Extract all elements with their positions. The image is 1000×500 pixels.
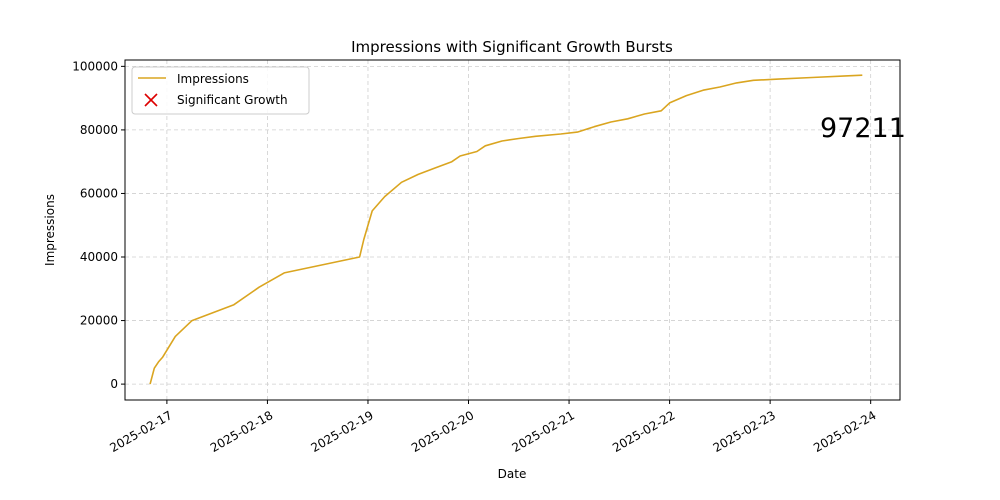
y-tick-label: 60000 xyxy=(80,186,118,200)
axes-frame xyxy=(124,59,901,401)
x-axis-label: Date xyxy=(498,467,527,481)
plot-area xyxy=(149,74,863,385)
y-tick-label: 80000 xyxy=(80,123,118,137)
chart-title: Impressions with Significant Growth Burs… xyxy=(351,38,673,56)
legend-box xyxy=(131,66,310,115)
y-tick-label: 100000 xyxy=(72,59,118,73)
y-tick-label: 0 xyxy=(110,377,118,391)
final-value-annotation: 97211 xyxy=(820,113,906,144)
y-axis: 0 20000 40000 60000 80000 100000 xyxy=(72,59,125,391)
y-tick-label: 20000 xyxy=(80,314,118,328)
legend: Impressions Significant Growth xyxy=(131,66,310,115)
y-tick-label: 40000 xyxy=(80,250,118,264)
legend-label-impressions: Impressions xyxy=(177,72,249,86)
series-line-impressions xyxy=(149,74,863,385)
grid xyxy=(125,60,900,400)
legend-label-significant-growth: Significant Growth xyxy=(177,93,288,107)
y-axis-label: Impressions xyxy=(43,194,57,266)
legend-x-marker-icon xyxy=(144,93,158,107)
